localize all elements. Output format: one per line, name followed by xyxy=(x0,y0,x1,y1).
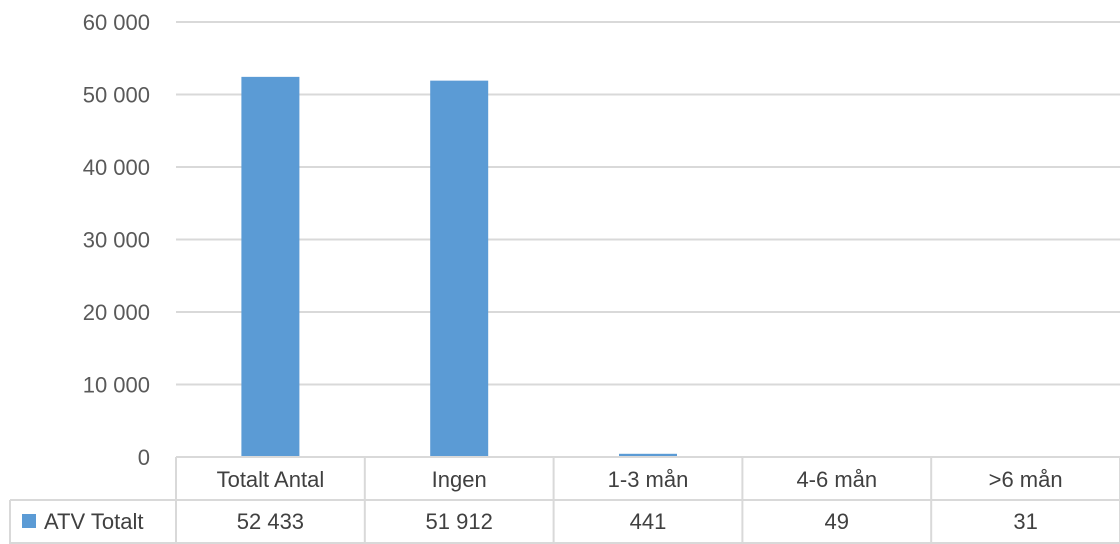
legend-label: ATV Totalt xyxy=(44,509,143,534)
y-tick-label: 40 000 xyxy=(83,155,150,180)
y-axis-ticks: 0 10 000 20 000 30 000 40 000 50 000 60 000 xyxy=(83,10,150,470)
legend-marker xyxy=(22,514,36,528)
y-tick-label: 0 xyxy=(138,445,150,470)
bar xyxy=(241,76,300,457)
category-label: 1-3 mån xyxy=(608,467,689,492)
bar xyxy=(619,453,677,457)
data-label: 441 xyxy=(630,509,667,534)
data-label: 49 xyxy=(825,509,849,534)
category-label: Ingen xyxy=(432,467,487,492)
gridlines xyxy=(176,21,1120,386)
category-label: 4-6 mån xyxy=(796,467,877,492)
data-label: 31 xyxy=(1013,509,1037,534)
y-tick-label: 30 000 xyxy=(83,228,150,253)
y-tick-label: 20 000 xyxy=(83,300,150,325)
bar xyxy=(430,80,489,457)
y-tick-label: 60 000 xyxy=(83,10,150,35)
data-label: 52 433 xyxy=(237,509,304,534)
data-label: 51 912 xyxy=(426,509,493,534)
y-tick-label: 50 000 xyxy=(83,83,150,108)
y-tick-label: 10 000 xyxy=(83,373,150,398)
category-label: Totalt Antal xyxy=(217,467,325,492)
data-table: Totalt Antal Ingen 1-3 mån 4-6 mån >6 mån ATV… xyxy=(9,456,1120,544)
bars xyxy=(241,76,1055,457)
category-label: >6 mån xyxy=(989,467,1063,492)
